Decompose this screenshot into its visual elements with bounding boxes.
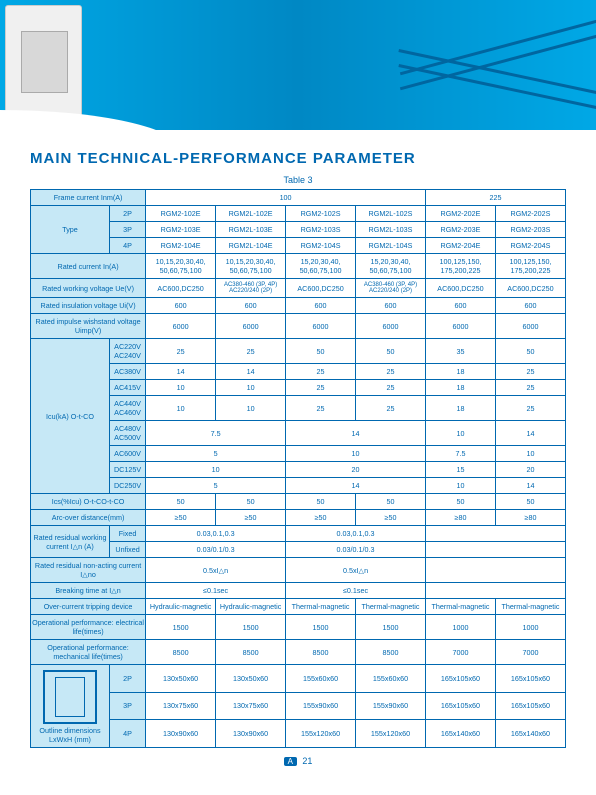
- h-225: 225: [426, 190, 566, 206]
- h-2p: 2P: [110, 206, 146, 222]
- h-breaking: Breaking time at I△n: [31, 583, 146, 599]
- page-footer: A 21: [30, 756, 566, 766]
- h-riv: Rated insulation voltage Ui(V): [31, 298, 146, 314]
- h-type: Type: [31, 206, 110, 254]
- footer-badge: A: [284, 757, 297, 766]
- hero-banner: [0, 0, 596, 130]
- h-unfixed: Unfixed: [110, 542, 146, 558]
- h-opmech: Operational performance: mechanical life…: [31, 640, 146, 665]
- h-fixed: Fixed: [110, 526, 146, 542]
- outline-diagram-icon: [43, 670, 97, 724]
- v-ac600: AC600V: [110, 446, 146, 462]
- h-rated-current: Rated current In(A): [31, 254, 146, 279]
- d-3p: 3P: [110, 692, 146, 720]
- page-title: MAIN TECHNICAL-PERFORMANCE PARAMETER: [30, 150, 566, 167]
- v-ac380: AC380V: [110, 364, 146, 380]
- h-residual: Rated residual working current I△n (A): [31, 526, 110, 558]
- hero-stripes: [396, 30, 596, 130]
- h-frame: Frame current Inm(A): [31, 190, 146, 206]
- h-outline: Outline dimensions LxWxH (mm): [31, 665, 110, 748]
- h-nonacting: Rated residual non-acting current I△no: [31, 558, 146, 583]
- h-3p: 3P: [110, 222, 146, 238]
- page-number: 21: [302, 756, 312, 766]
- spec-table: Frame current Inm(A) 100 225 Type 2P RGM…: [30, 189, 566, 748]
- h-icu: Icu(kA) O-t-CO: [31, 339, 110, 494]
- h-rwv: Rated working voltage Ue(V): [31, 279, 146, 298]
- v-ac220: AC220V AC240V: [110, 339, 146, 364]
- d-4p: 4P: [110, 720, 146, 748]
- v-dc125: DC125V: [110, 462, 146, 478]
- h-rimp: Rated impulse wishstand voltage Uimp(V): [31, 314, 146, 339]
- v-dc250: DC250V: [110, 478, 146, 494]
- h-100: 100: [146, 190, 426, 206]
- table-label: Table 3: [30, 175, 566, 185]
- d-2p: 2P: [110, 665, 146, 693]
- v-ac480: AC480V AC500V: [110, 421, 146, 446]
- v-ac440: AC440V AC460V: [110, 396, 146, 421]
- v-ac415: AC415V: [110, 380, 146, 396]
- h-arc: Arc-over distance(mm): [31, 510, 146, 526]
- h-trip: Over-current tripping device: [31, 599, 146, 615]
- device-illustration: [5, 5, 82, 117]
- h-opelec: Operational performance: electrical life…: [31, 615, 146, 640]
- h-ics: Ics(%Icu) O-t-CO-t-CO: [31, 494, 146, 510]
- h-4p: 4P: [110, 238, 146, 254]
